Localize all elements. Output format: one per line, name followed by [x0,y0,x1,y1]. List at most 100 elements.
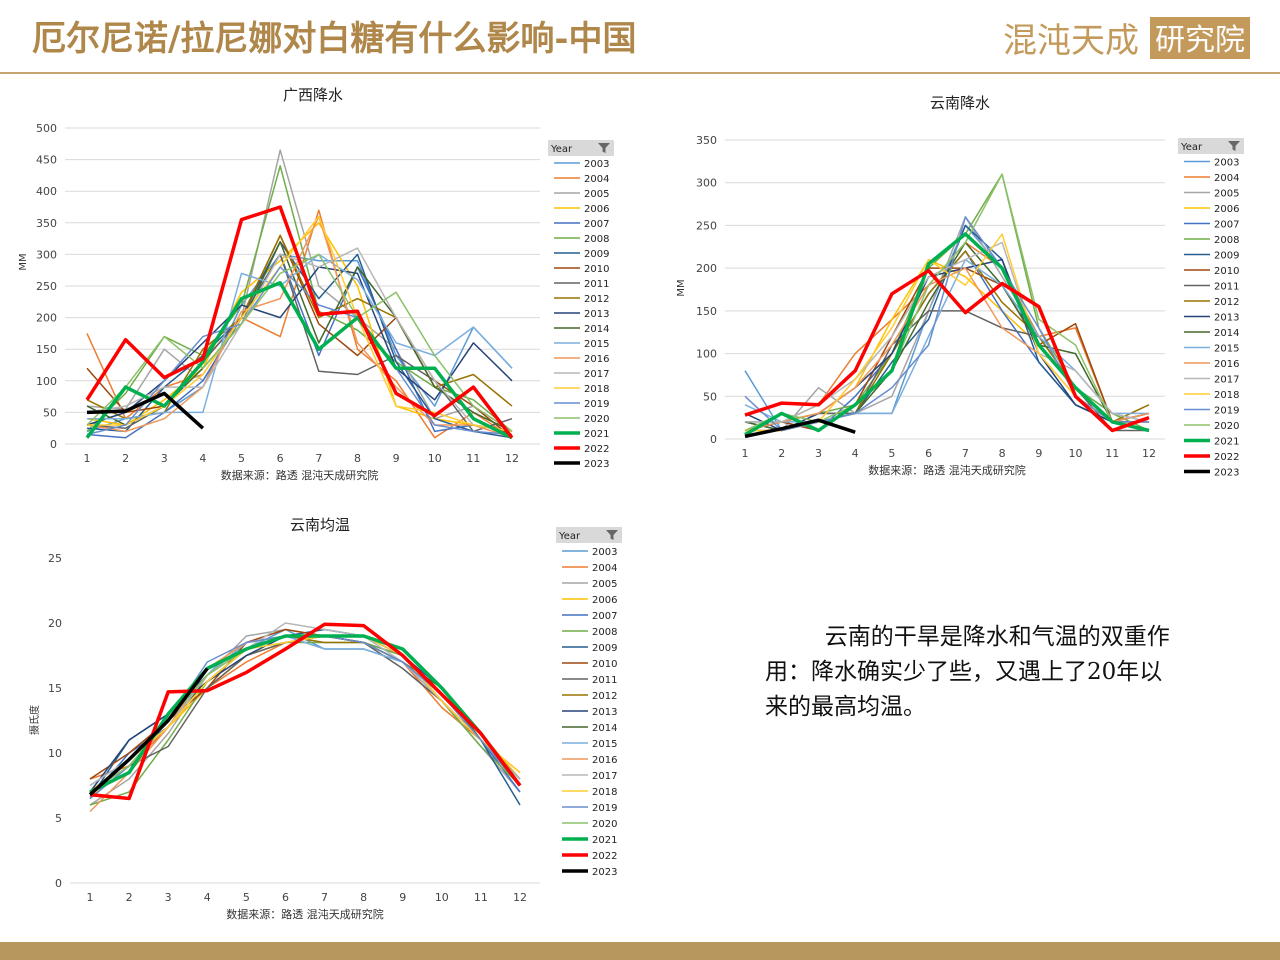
x-tick-label: 9 [1035,447,1042,460]
y-tick-label: 300 [696,177,717,190]
legend-label: 2014 [592,723,617,734]
y-tick-label: 250 [36,280,57,293]
legend-label: 2012 [1214,297,1239,308]
x-tick-label: 9 [399,891,406,904]
legend-label: 2013 [592,707,617,718]
legend-label: 2021 [1214,437,1239,448]
y-tick-label: 500 [36,122,57,135]
x-tick-label: 7 [315,452,322,465]
x-tick-label: 2 [122,452,129,465]
legend-label: 2009 [584,249,609,260]
x-tick-label: 2 [778,447,785,460]
x-tick-label: 11 [1105,447,1119,460]
y-tick-label: 15 [48,682,62,695]
legend-label: 2014 [584,324,609,335]
footer-bar [0,942,1280,960]
legend-label: 2023 [592,867,617,878]
y-axis-label: 摄氏度 [28,705,41,735]
x-tick-label: 10 [428,452,442,465]
legend-label: 2021 [592,835,617,846]
legend-label: 2016 [584,354,609,365]
line [86,391,205,430]
legend-label: 2013 [584,309,609,320]
line [86,209,513,439]
y-tick-label: 150 [36,343,57,356]
chart-title: 云南降水 [930,94,990,112]
legend-label: 2008 [1214,235,1239,246]
legend-label: 2023 [1214,468,1239,479]
legend-label: 2019 [592,803,617,814]
x-tick-label: 2 [126,891,133,904]
legend-label: 2017 [592,771,617,782]
x-tick-label: 9 [393,452,400,465]
legend-label: 2018 [592,787,617,798]
x-tick-label: 7 [962,447,969,460]
x-tick-label: 8 [354,452,361,465]
legend-label: 2019 [1214,406,1239,417]
legend-label: 2022 [584,444,609,455]
legend-label: 2015 [584,339,609,350]
line [88,667,209,796]
x-tick-label: 5 [238,452,245,465]
legend-label: 2005 [584,189,609,200]
filter-icon [606,530,618,540]
legend-label: 2014 [1214,328,1239,339]
legend-label: 2011 [1214,282,1239,293]
x-tick-label: 11 [466,452,480,465]
x-tick-label: 10 [435,891,449,904]
legend-label: 2018 [1214,390,1239,401]
y-tick-label: 20 [48,617,62,630]
x-tick-label: 1 [84,452,91,465]
legend-title: Year [558,531,581,542]
source: 数据来源：路透 混沌天成研究院 [868,463,1026,477]
line [86,266,513,436]
x-tick-label: 8 [999,447,1006,460]
line [86,253,513,439]
legend-label: 2016 [1214,359,1239,370]
legend-label: 2004 [1214,173,1239,184]
legend-title: Year [1180,142,1203,153]
line [87,253,513,420]
x-tick-label: 10 [1069,447,1083,460]
legend-label: 2021 [584,429,609,440]
legend-label: 2003 [592,547,617,558]
chart-title: 云南均温 [290,516,350,534]
y-tick-label: 400 [36,185,57,198]
legend-label: 2009 [1214,251,1239,262]
source: 数据来源：路透 混沌天成研究院 [226,907,384,921]
line [85,281,513,440]
chart-title: 广西降水 [283,86,343,104]
legend-label: 2010 [584,264,609,275]
x-tick-label: 5 [243,891,250,904]
y-axis-label: MM [676,279,687,296]
x-tick-label: 12 [505,452,519,465]
legend-label: 2011 [592,675,617,686]
legend-label: 2023 [584,459,609,470]
y-tick-label: 0 [710,433,717,446]
legend-label: 2020 [1214,421,1239,432]
x-tick-label: 4 [199,452,206,465]
legend-label: 2020 [584,414,609,425]
y-tick-label: 200 [696,262,717,275]
legend-label: 2011 [584,279,609,290]
y-tick-label: 300 [36,248,57,261]
legend-label: 2007 [1214,220,1239,231]
y-axis-label: MM [18,253,29,270]
logo-box [1150,17,1250,59]
x-tick-label: 8 [360,891,367,904]
x-tick-label: 7 [321,891,328,904]
slide-title: 厄尔尼诺/拉尼娜对白糖有什么影响-中国 [32,19,637,59]
legend-label: 2022 [592,851,617,862]
y-tick-label: 25 [48,552,62,565]
x-tick-label: 6 [277,452,284,465]
y-tick-label: 5 [55,812,62,825]
line [744,268,1150,433]
x-tick-label: 4 [852,447,859,460]
line [85,205,514,439]
y-tick-label: 50 [703,390,717,403]
y-tick-label: 50 [43,406,57,419]
x-tick-label: 3 [161,452,168,465]
legend-label: 2012 [592,691,617,702]
y-tick-label: 350 [696,134,717,147]
